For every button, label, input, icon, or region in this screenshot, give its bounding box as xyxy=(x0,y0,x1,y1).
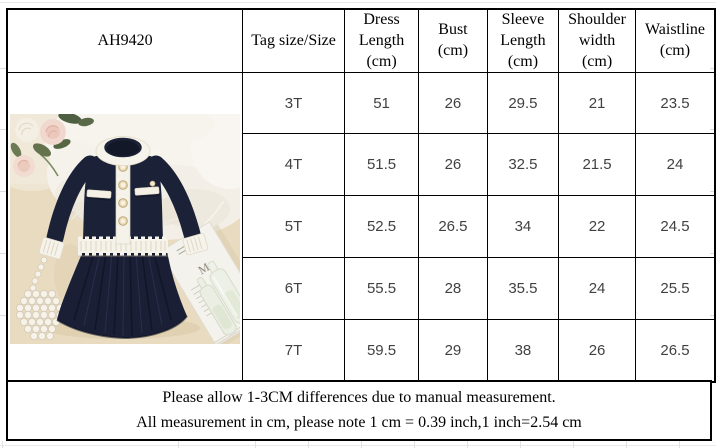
table-row-7t: 7T 59.5 29 38 26 26.5 xyxy=(7,319,716,383)
value-dress-length: 51.5 xyxy=(343,133,420,197)
left-sleeve xyxy=(46,155,99,247)
col-header-size: Tag size/Size xyxy=(242,8,345,74)
col-header-dress-length: Dress Length (cm) xyxy=(343,8,420,74)
col-header-waistline: Waistline (cm) xyxy=(634,8,716,74)
header-row: AH9420 Tag size/Size Dress Length (cm) B… xyxy=(6,8,716,74)
value-dress-length: 52.5 xyxy=(343,195,420,259)
value-waistline: 24.5 xyxy=(634,195,716,259)
value-shoulder-width: 22 xyxy=(558,195,636,259)
size-label: 3T xyxy=(242,72,345,135)
value-bust: 26.5 xyxy=(418,195,488,259)
size-label: 5T xyxy=(242,195,345,259)
value-shoulder-width: 21 xyxy=(558,72,636,135)
note-line-1: Please allow 1-3CM differences due to ma… xyxy=(162,388,556,406)
table-row-6t: 6T 55.5 28 35.5 24 25.5 xyxy=(7,257,716,321)
col-header-bust: Bust (cm) xyxy=(418,8,488,74)
value-shoulder-width: 21.5 xyxy=(558,133,636,197)
left-cuff xyxy=(38,237,65,260)
pearl-brooch xyxy=(149,181,156,187)
table-row-5t: 5T 52.5 26.5 34 22 24.5 xyxy=(7,195,716,259)
value-sleeve-length: 38 xyxy=(486,319,560,383)
right-pocket xyxy=(134,181,160,198)
product-photo: M xyxy=(10,114,241,345)
skirt xyxy=(56,251,188,340)
product-photo-cell: M xyxy=(6,72,244,383)
product-photo-illustration: M xyxy=(10,114,241,345)
size-label: 4T xyxy=(242,133,345,197)
value-sleeve-length: 32.5 xyxy=(486,133,560,197)
value-bust: 26 xyxy=(418,72,488,135)
value-dress-length: 51 xyxy=(343,72,420,135)
button-placket xyxy=(115,156,131,245)
value-sleeve-length: 34 xyxy=(486,195,560,259)
right-sleeve xyxy=(147,155,201,243)
table-row-4t: 4T 51.5 26 32.5 21.5 24 xyxy=(7,133,716,197)
value-waistline: 24 xyxy=(634,133,716,197)
pearl-bag xyxy=(16,256,65,341)
value-sleeve-length: 29.5 xyxy=(486,72,560,135)
size-chart-table: AH9420 Tag size/Size Dress Length (cm) B… xyxy=(6,8,716,383)
value-waistline: 23.5 xyxy=(634,72,716,135)
value-shoulder-width: 24 xyxy=(558,257,636,321)
value-bust: 26 xyxy=(418,133,488,197)
note-line-2: All measurement in cm, please note 1 cm … xyxy=(136,413,582,431)
value-waistline: 25.5 xyxy=(634,257,716,321)
glass-vases xyxy=(196,261,241,336)
value-sleeve-length: 35.5 xyxy=(486,257,560,321)
value-dress-length: 59.5 xyxy=(343,319,420,383)
dress-illustration xyxy=(38,136,209,340)
measurement-notes: Please allow 1-3CM differences due to ma… xyxy=(6,380,712,441)
roses-decoration xyxy=(10,114,95,178)
col-header-shoulder-width: Shoulder width (cm) xyxy=(558,8,636,74)
value-shoulder-width: 26 xyxy=(558,319,636,383)
collar xyxy=(95,136,151,167)
value-bust: 29 xyxy=(418,319,488,383)
size-label: 6T xyxy=(242,257,345,321)
value-waistline: 26.5 xyxy=(634,319,716,383)
col-header-sleeve-length: Sleeve Length (cm) xyxy=(486,8,560,74)
value-bust: 28 xyxy=(418,257,488,321)
size-label: 7T xyxy=(242,319,345,383)
right-cuff xyxy=(182,233,209,256)
left-pocket xyxy=(86,189,112,201)
value-dress-length: 55.5 xyxy=(343,257,420,321)
table-row-3t: M xyxy=(6,72,716,383)
product-code: AH9420 xyxy=(6,8,244,74)
